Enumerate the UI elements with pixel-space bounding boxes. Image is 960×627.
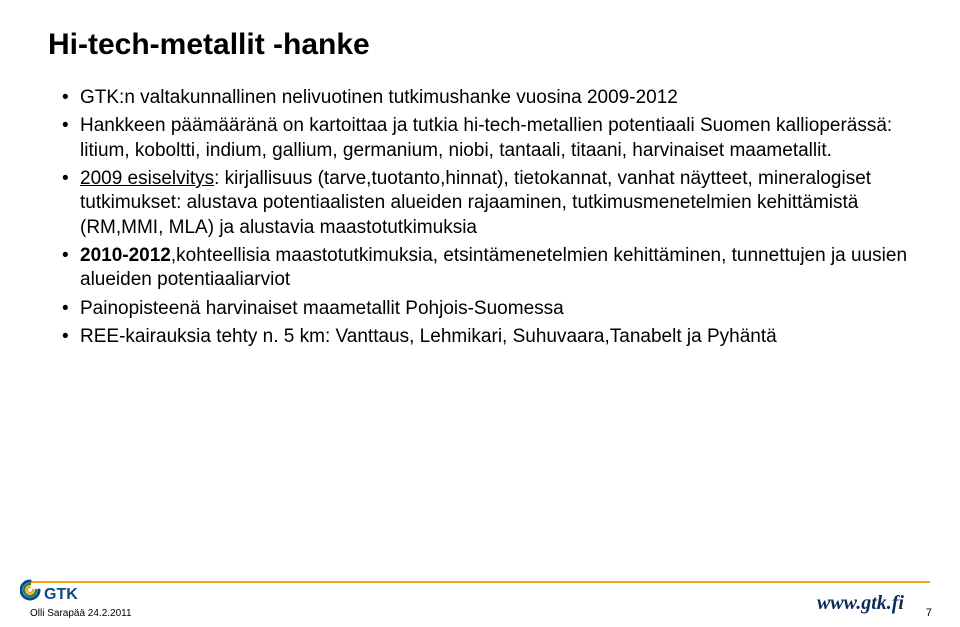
slide: Hi-tech-metallit -hanke GTK:n valtakunna… — [0, 0, 960, 627]
slide-title: Hi-tech-metallit -hanke — [48, 28, 912, 62]
logo-text: GTK — [44, 586, 78, 603]
footer-page-number: 7 — [926, 607, 932, 619]
footer-url: www.gtk.fi — [817, 592, 904, 615]
logo-swirl-icon — [21, 581, 39, 599]
bullet-rest: ,kohteellisia maastotutkimuksia, etsintä… — [80, 245, 907, 290]
bullet-item: GTK:n valtakunnallinen nelivuotinen tutk… — [66, 86, 912, 110]
footer-divider — [30, 581, 930, 583]
footer-author: Olli Sarapää 24.2.2011 — [30, 608, 132, 619]
footer: GTK Olli Sarapää 24.2.2011 www.gtk.fi 7 — [0, 567, 960, 627]
bullet-list: GTK:n valtakunnallinen nelivuotinen tutk… — [48, 86, 912, 349]
bullet-item: 2009 esiselvitys: kirjallisuus (tarve,tu… — [66, 167, 912, 240]
bullet-item: Hankkeen päämääränä on kartoittaa ja tut… — [66, 114, 912, 163]
bullet-item: REE-kairauksia tehty n. 5 km: Vanttaus, … — [66, 325, 912, 349]
bullet-lead-bold: 2010-2012 — [80, 245, 171, 266]
gtk-logo: GTK — [20, 579, 84, 607]
bullet-lead-underline: 2009 esiselvitys — [80, 168, 214, 189]
bullet-item: Painopisteenä harvinaiset maametallit Po… — [66, 297, 912, 321]
bullet-item: 2010-2012,kohteellisia maastotutkimuksia… — [66, 244, 912, 293]
